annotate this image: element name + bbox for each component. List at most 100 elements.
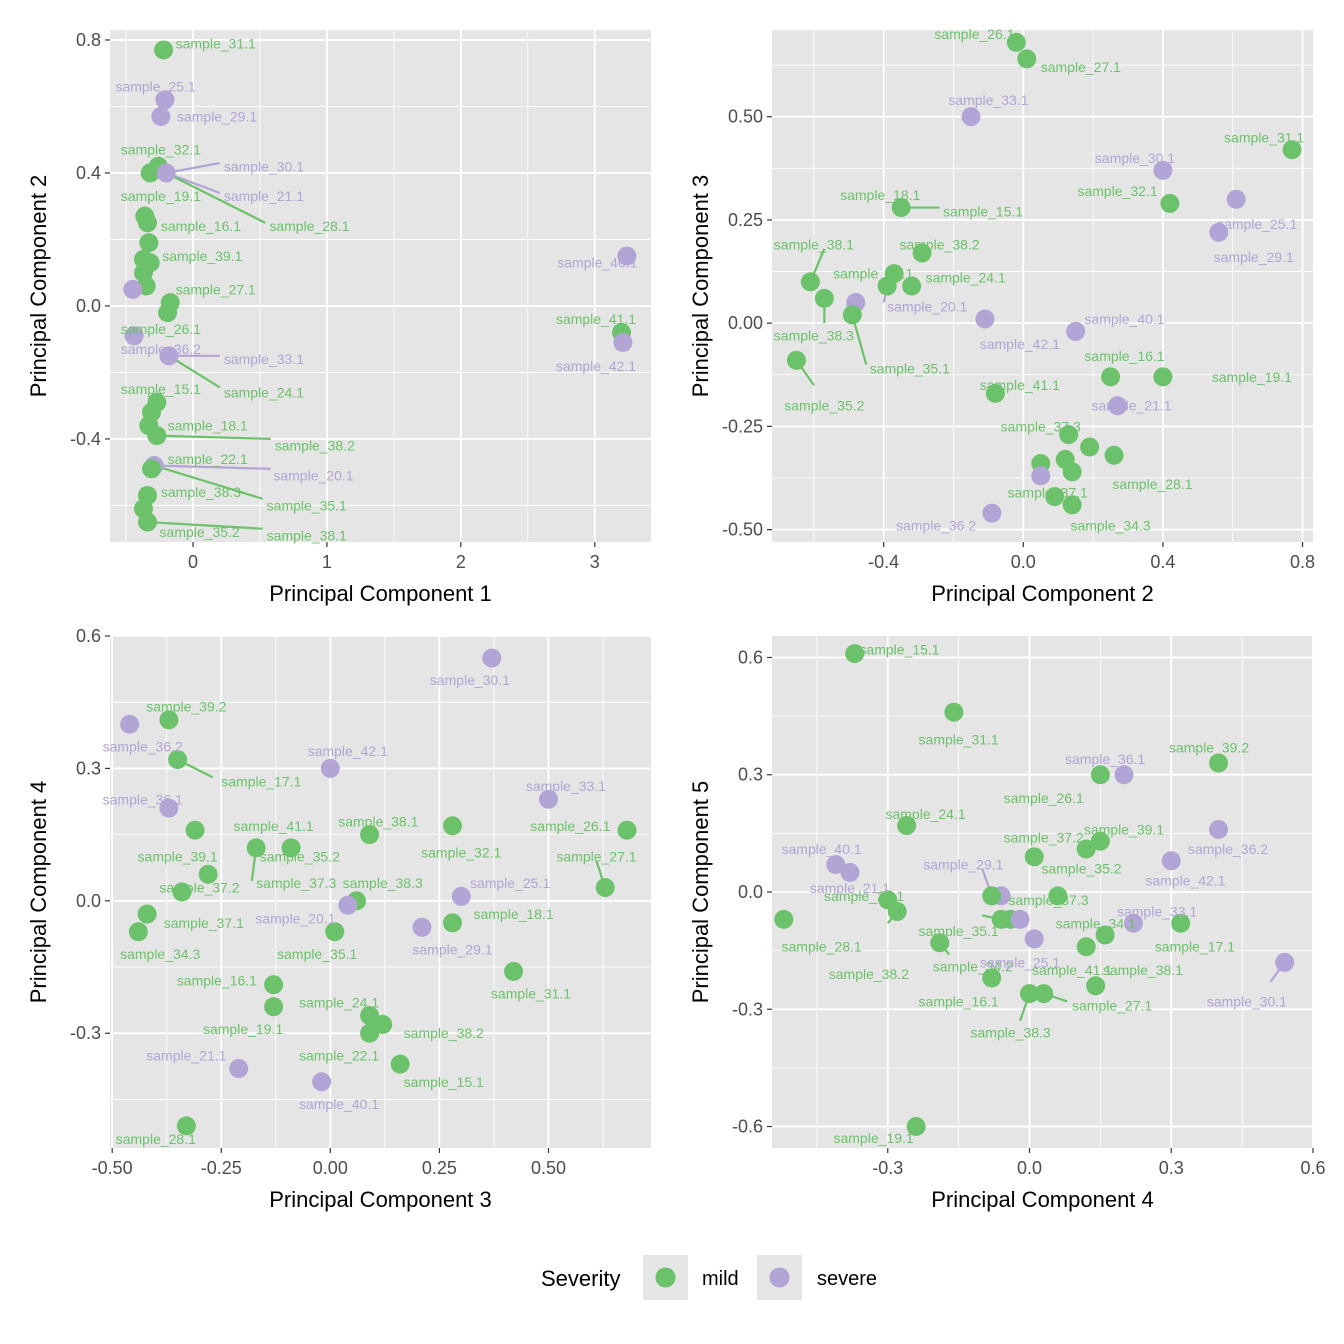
data-point-mild <box>325 922 345 942</box>
point-label: sample_38.3 <box>971 1025 1051 1041</box>
data-point-severe <box>123 279 143 299</box>
y-tick-label: -0.50 <box>722 520 763 540</box>
point-label: sample_35.1 <box>919 923 999 939</box>
x-tick-label: 0.50 <box>531 1158 566 1178</box>
point-label: sample_29.1 <box>412 941 492 957</box>
data-point-severe <box>1031 466 1051 486</box>
panel-2: -0.4 0.0 0.4 0.8 -0.50 -0.25 0.00 0.25 0.50 Princ… <box>688 26 1315 606</box>
point-label: sample_22.1 <box>168 451 248 467</box>
point-label: sample_38.2 <box>404 1025 484 1041</box>
point-label: sample_29.1 <box>1214 249 1294 265</box>
point-label: sample_16.1 <box>161 218 241 234</box>
x-tick-label: 0.25 <box>422 1158 457 1178</box>
data-point-mild <box>159 710 179 730</box>
point-label: sample_37.3 <box>256 875 336 891</box>
data-point-mild <box>1062 462 1082 482</box>
data-point-mild <box>442 913 462 933</box>
y-tick-label: 0.8 <box>76 30 101 50</box>
point-label: sample_27.1 <box>1072 997 1152 1013</box>
data-point-severe <box>120 714 140 734</box>
point-label: sample_19.1 <box>203 1021 283 1037</box>
point-label: sample_28.1 <box>269 218 349 234</box>
point-label: sample_19.1 <box>833 1130 913 1146</box>
data-point-severe <box>1108 396 1128 416</box>
data-point-mild <box>264 975 284 995</box>
data-point-mild <box>158 303 178 323</box>
point-label: sample_35.1 <box>870 361 950 377</box>
point-label: sample_37.2 <box>159 880 239 896</box>
x-tick-label: 3 <box>590 552 600 572</box>
point-label: sample_37.1 <box>1008 484 1088 500</box>
point-label: sample_26.1 <box>934 26 1014 42</box>
data-point-mild <box>985 383 1005 403</box>
x-tick-label: 0.3 <box>1159 1158 1184 1178</box>
point-label: sample_36.1 <box>1065 751 1145 767</box>
data-point-severe <box>155 90 175 110</box>
data-point-mild <box>906 1117 926 1137</box>
point-label: sample_34.3 <box>1070 517 1150 533</box>
data-point-mild <box>845 644 865 664</box>
point-label: sample_37.3 <box>1001 418 1081 434</box>
point-label: sample_39.2 <box>1169 739 1249 755</box>
x-axis-title: Principal Component 1 <box>269 581 492 606</box>
point-label: sample_39.1 <box>1084 821 1164 837</box>
point-label: sample_40.1 <box>782 841 862 857</box>
label-leader-line <box>165 171 266 224</box>
point-label: sample_15.1 <box>943 204 1023 220</box>
point-label: sample_15.1 <box>859 642 939 658</box>
label-leader-line <box>147 520 263 530</box>
data-point-severe <box>159 346 179 366</box>
data-point-severe <box>975 309 995 329</box>
point-label: sample_39.1 <box>138 849 218 865</box>
panel-background <box>110 30 651 542</box>
point-label: sample_33.1 <box>1117 904 1197 920</box>
data-point-mild <box>595 878 615 898</box>
point-label: sample_26.1 <box>1004 790 1084 806</box>
data-point-mild <box>1034 984 1054 1004</box>
data-point-mild <box>814 288 834 308</box>
point-label: sample_35.2 <box>784 398 864 414</box>
data-point-mild <box>281 838 301 858</box>
data-point-mild <box>982 886 1002 906</box>
x-tick-label: 0 <box>188 552 198 572</box>
y-tick-label: -0.4 <box>70 429 101 449</box>
data-point-severe <box>1010 909 1030 929</box>
data-point-mild <box>1076 937 1096 957</box>
data-point-mild <box>154 40 174 60</box>
data-point-mild <box>912 243 932 263</box>
data-point-mild <box>1160 193 1180 213</box>
point-label: sample_29.1 <box>923 857 1003 873</box>
data-point-mild <box>617 820 637 840</box>
data-point-mild <box>930 933 950 953</box>
x-tick-label: 0.6 <box>1300 1158 1325 1178</box>
point-label: sample_38.1 <box>267 527 347 543</box>
point-label: sample_28.1 <box>116 1131 196 1147</box>
point-label: sample_41.1 <box>1032 962 1112 978</box>
label-leader-line <box>154 464 271 470</box>
data-point-severe <box>1153 160 1173 180</box>
point-label: sample_25.1 <box>115 79 195 95</box>
point-label: sample_42.1 <box>980 336 1060 352</box>
data-point-severe <box>124 326 144 346</box>
data-point-severe <box>1161 851 1181 871</box>
data-point-mild <box>137 213 157 233</box>
point-label: sample_35.2 <box>1041 861 1121 877</box>
point-label: sample_38.3 <box>343 875 423 891</box>
data-point-mild <box>147 426 167 446</box>
data-point-severe <box>538 789 558 809</box>
point-label: sample_21.1 <box>1091 398 1171 414</box>
x-axis-title: Principal Component 2 <box>931 581 1154 606</box>
point-label: sample_39.2 <box>146 699 226 715</box>
y-tick-label: 0.0 <box>76 296 101 316</box>
point-label: sample_17.1 <box>221 774 301 790</box>
data-point-severe <box>151 106 171 126</box>
point-label: sample_22.1 <box>299 1047 379 1063</box>
point-label: sample_38.3 <box>774 328 854 344</box>
point-label: sample_36.2 <box>103 738 183 754</box>
point-label: sample_38.2 <box>899 237 979 253</box>
point-label: sample_28.1 <box>1112 476 1192 492</box>
data-point-severe <box>156 163 176 183</box>
y-tick-label: 0.00 <box>728 313 763 333</box>
data-point-severe <box>229 1059 249 1079</box>
data-point-mild <box>198 864 218 884</box>
